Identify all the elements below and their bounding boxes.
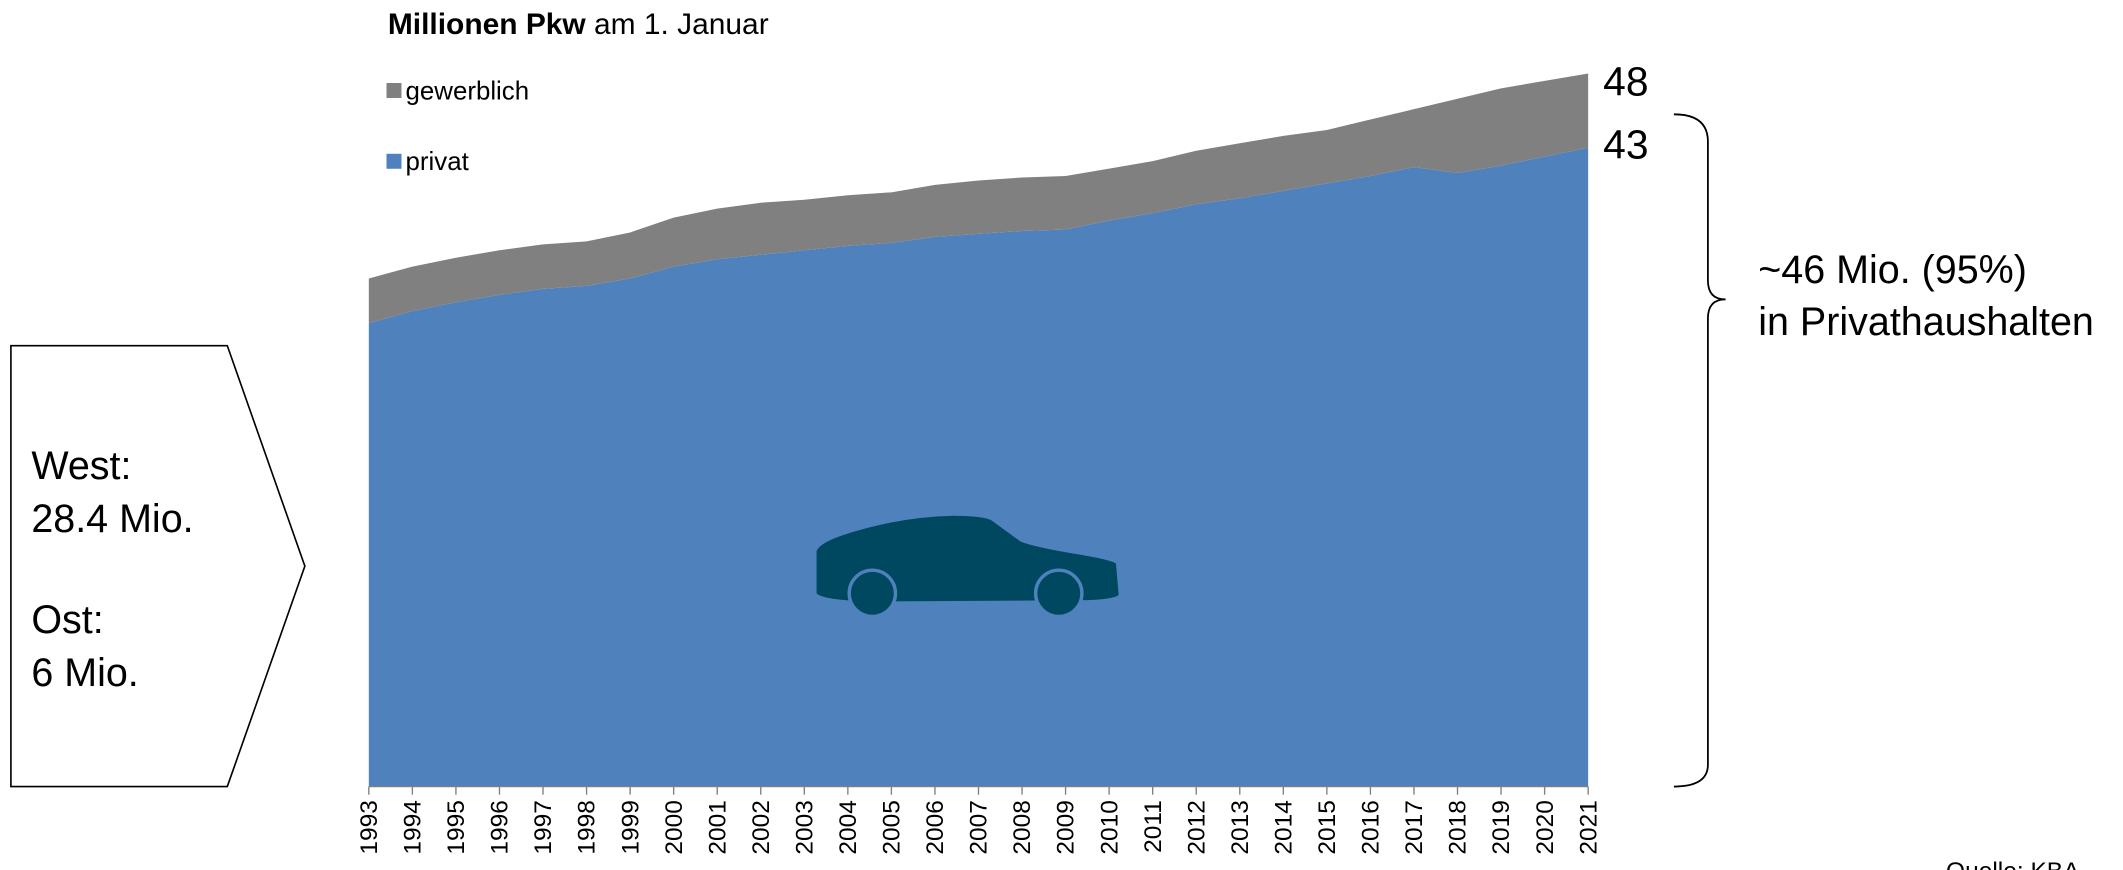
x-tick-label: 2009 [1053, 800, 1080, 854]
x-tick-label: 2014 [1270, 800, 1297, 854]
x-tick-label: 2004 [835, 800, 862, 854]
legend-label: gewerblich [406, 77, 530, 105]
x-tick-label: 2002 [748, 800, 775, 854]
x-tick-label: 2016 [1358, 800, 1385, 854]
x-tick-label: 2012 [1183, 800, 1210, 854]
chart-title: Millionen Pkw am 1. Januar [388, 8, 769, 41]
x-tick-label: 2015 [1314, 800, 1341, 854]
x-tick-label: 1997 [530, 800, 557, 854]
bracket-label: in Privathaushalten [1758, 300, 2094, 344]
box-label: 28.4 Mio. [31, 497, 193, 541]
areas [368, 73, 1589, 787]
area-1 [368, 73, 1589, 324]
x-tick-label: 1993 [356, 800, 383, 854]
title-bold: Millionen Pkw [388, 8, 587, 41]
box-label: Ost: [31, 598, 103, 642]
x-tick-label: 2019 [1488, 800, 1515, 854]
x-tick-label: 2011 [1140, 800, 1167, 853]
car-wheel [847, 568, 898, 619]
car-wheel [1033, 568, 1084, 619]
x-tick-label: 2001 [704, 800, 731, 854]
x-tick-label: 1999 [617, 800, 644, 854]
x-tick-label: 2003 [791, 800, 818, 854]
bracket [1673, 113, 1726, 788]
region-box [10, 344, 306, 788]
x-tick-label: 2005 [879, 800, 906, 854]
x-tick-label: 2013 [1227, 800, 1254, 854]
end-label-total: 48 [1603, 58, 1648, 104]
legend-swatch [386, 153, 402, 169]
x-tick-label: 2017 [1401, 800, 1428, 854]
bracket-label: ~46 Mio. (95%) [1758, 248, 2027, 292]
x-tick-label: 2008 [1009, 800, 1036, 854]
title-rest: am 1. Januar [586, 8, 769, 41]
legend-label: privat [406, 148, 469, 176]
box-label: West: [31, 444, 131, 488]
area-0 [368, 147, 1589, 787]
x-tick-label: 2000 [661, 800, 688, 854]
x-tick-label: 2006 [922, 800, 949, 854]
source: Quelle: KBA [1946, 858, 2080, 870]
x-tick-label: 1995 [443, 800, 470, 854]
x-tick-label: 1996 [487, 800, 514, 854]
box-label: 6 Mio. [31, 651, 138, 695]
x-tick-label: 2010 [1096, 800, 1123, 854]
x-tick-label: 2018 [1445, 800, 1472, 854]
x-tick-label: 2007 [966, 800, 993, 854]
x-tick-label: 2020 [1532, 800, 1559, 854]
x-tick-label: 2021 [1575, 800, 1602, 854]
legend-swatch [386, 83, 402, 98]
end-label-privat: 43 [1603, 122, 1648, 168]
x-tick-label: 1998 [574, 800, 601, 854]
x-tick-label: 1994 [400, 800, 427, 854]
